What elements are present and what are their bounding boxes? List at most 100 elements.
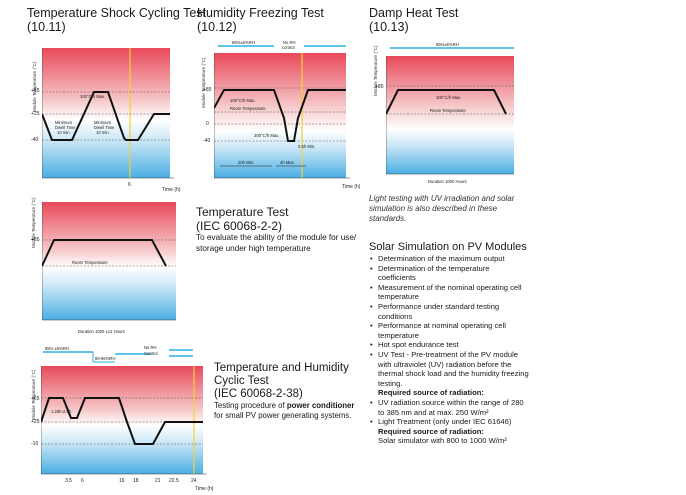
solar-item-2: Determination of the temperature coeffic… — [369, 264, 529, 283]
temp-ytick-85: +85 — [31, 237, 40, 243]
cyclic-norh-2: Control — [144, 351, 158, 356]
shock-dwell-r1: Minimum — [94, 120, 111, 125]
freeze-ytick-85: +85 — [203, 87, 212, 93]
shock-xtick: 6 — [128, 182, 131, 188]
cyclic-xtick-3: 16 — [119, 478, 125, 484]
freeze-ytick-40: -40 — [203, 138, 211, 144]
shock-gradient — [42, 48, 170, 178]
damp-rate: 100°C/h Max. — [436, 95, 461, 100]
temp-duration: Duration 1000 ±12 Hours — [78, 329, 125, 334]
cyclic-desc-bold: power conditioner — [286, 401, 355, 410]
solar-title: Solar Simulation on PV Modules — [369, 241, 527, 253]
shock-rate: 100°C/h Max. — [80, 94, 105, 99]
shock-chart: 100°C/h Max. Minimum Dwell Time 10 min. … — [42, 48, 182, 193]
solar-item-5: Performance at nominal operating cell te… — [369, 321, 529, 340]
solar-list: Determination of the maximum output Dete… — [369, 254, 529, 446]
solar-sim: Solar simulator with 800 to 1000 W/m² — [378, 436, 507, 446]
freeze-hold: 20h Min. — [238, 160, 254, 165]
damp-ytick-85: +85 — [375, 84, 384, 90]
cyclic-chart: 85% ±5%RH 80-96%RH No RH Control 1.25h-2… — [41, 344, 216, 492]
cyclic-gradient — [41, 366, 203, 474]
temp-test-desc: To evaluate the ability of the module fo… — [196, 233, 357, 253]
freeze-ytick-0: 0 — [206, 121, 209, 127]
shock-dwell-l2: Dwell Time — [55, 125, 76, 130]
shock-profile-line — [42, 91, 170, 141]
cyclic-xlabel: Time (h) — [195, 486, 214, 492]
cyclic-desc-c: for small PV power generating systems. — [214, 410, 352, 420]
freeze-max: 4h Max. — [280, 160, 295, 165]
freeze-rate-down: 200°C/h Max. — [254, 133, 279, 138]
cyclic-xtick-7: 24 — [191, 478, 197, 484]
damp-chart: 85%±5%RH 100°C/h Max. Room Temperature D… — [386, 38, 521, 188]
solar-item-uv: UV radiation source within the range of … — [369, 398, 529, 417]
shock-title-block: Temperature Shock Cycling Test (10.11) — [27, 6, 206, 34]
damp-rh: 85%±5%RH — [436, 42, 459, 47]
cyclic-ytick-25: +25 — [31, 419, 40, 425]
damp-gradient — [386, 56, 514, 174]
shock-ytick-85: +85 — [31, 88, 40, 94]
freeze-profile-line — [214, 89, 346, 142]
cyclic-rh-mid: 80-96%RH — [95, 356, 115, 361]
shock-dwell-r3: 10 min. — [96, 130, 110, 135]
shock-ylabel: Module Temperature (°C) — [32, 61, 37, 113]
temp-chart: Room Temperature Duration 1000 ±12 Hours — [42, 200, 180, 342]
solar-item-6: Hot spot endurance test — [369, 340, 529, 350]
temp-test-title: Temperature Test — [196, 205, 289, 219]
shock-code: (10.11) — [27, 20, 66, 34]
solar-item-3: Measurement of the nominal operating cel… — [369, 283, 529, 302]
temp-test-code: (IEC 60068-2-2) — [196, 219, 283, 233]
damp-title: Damp Heat Test — [369, 6, 459, 20]
solar-req-2: Required source of radiation: — [378, 426, 484, 436]
solar-req-1: Required source of radiation: — [378, 388, 484, 398]
freeze-room: Room Temperature — [230, 106, 266, 111]
shock-dwell-l1: Minimum — [55, 120, 72, 125]
freeze-title: Humidity Freezing Test — [197, 6, 324, 20]
damp-profile-line — [386, 89, 507, 115]
freeze-xlabel: Time (h) — [342, 184, 361, 190]
cyclic-xtick-6: 22.5 — [169, 478, 179, 484]
cyclic-profile-line — [41, 397, 203, 445]
uv-note: Light testing with UV irradiation and so… — [369, 194, 515, 223]
cyclic-ytick-10: -10 — [31, 441, 39, 447]
damp-room: Room Temperature — [430, 108, 466, 113]
cyclic-xtick-4: 18 — [133, 478, 139, 484]
freeze-code: (10.12) — [197, 20, 237, 34]
temp-gradient — [42, 202, 176, 320]
shock-dwell-r2: Dwell Time — [94, 125, 115, 130]
solar-item-4: Performance under standard testing condi… — [369, 302, 529, 321]
temp-test-section: Temperature Test (IEC 60068-2-2) To eval… — [196, 205, 361, 254]
cyclic-xtick-2: 6 — [81, 478, 84, 484]
cyclic-rate: 1.25h-2.5h — [51, 409, 72, 414]
cyclic-ylabel: Module Temperature (°C) — [31, 369, 36, 421]
cyclic-test-title1: Temperature and Humidity — [214, 362, 349, 374]
freeze-gradient — [214, 53, 346, 178]
solar-item-1: Determination of the maximum output — [369, 254, 529, 264]
temp-profile-line — [42, 239, 167, 267]
damp-title-block: Damp Heat Test (10.13) — [369, 6, 458, 34]
shock-xlabel: Time (h) — [162, 187, 181, 193]
freeze-ylabel: Module Temperature (°C) — [201, 57, 206, 109]
damp-duration: Duration 1000 Hours — [428, 179, 467, 184]
freeze-rh: 85%±5%RH — [232, 40, 255, 45]
cyclic-test-desc: Testing procedure of power conditioner f… — [214, 401, 362, 420]
freeze-title-block: Humidity Freezing Test (10.12) — [197, 6, 324, 34]
temp-room: Room Temperature — [72, 260, 108, 265]
damp-code: (10.13) — [369, 20, 409, 34]
cyclic-test-code: (IEC 60068-2-38) — [214, 388, 303, 400]
cyclic-xtick-5: 21 — [155, 478, 161, 484]
freeze-norh-2: control — [282, 45, 295, 50]
freeze-min: 0.5h Min. — [298, 144, 315, 149]
solar-item-7: UV Test - Pre-treatment of the PV module… — [369, 350, 529, 388]
shock-dwell-l3: 10 min. — [57, 130, 71, 135]
freeze-chart: 85%±5%RH No RH control 100°C/h Max. Room… — [214, 38, 362, 190]
shock-title: Temperature Shock Cycling Test — [27, 6, 207, 20]
cyclic-rh-top: 85% ±5%RH — [45, 346, 69, 351]
freeze-norh-1: No RH — [283, 40, 296, 45]
shock-ytick-25: +25 — [31, 111, 40, 117]
cyclic-norh-1: No RH — [144, 345, 157, 350]
solar-section: Solar Simulation on PV Modules Determina… — [369, 241, 529, 446]
cyclic-desc-a: Testing procedure of — [214, 401, 287, 410]
solar-item-light: Light Treatment (only under IEC 61646) — [369, 417, 529, 427]
cyclic-test-section: Temperature and Humidity Cyclic Test (IE… — [214, 362, 362, 420]
cyclic-test-title2: Cyclic Test — [214, 375, 269, 387]
